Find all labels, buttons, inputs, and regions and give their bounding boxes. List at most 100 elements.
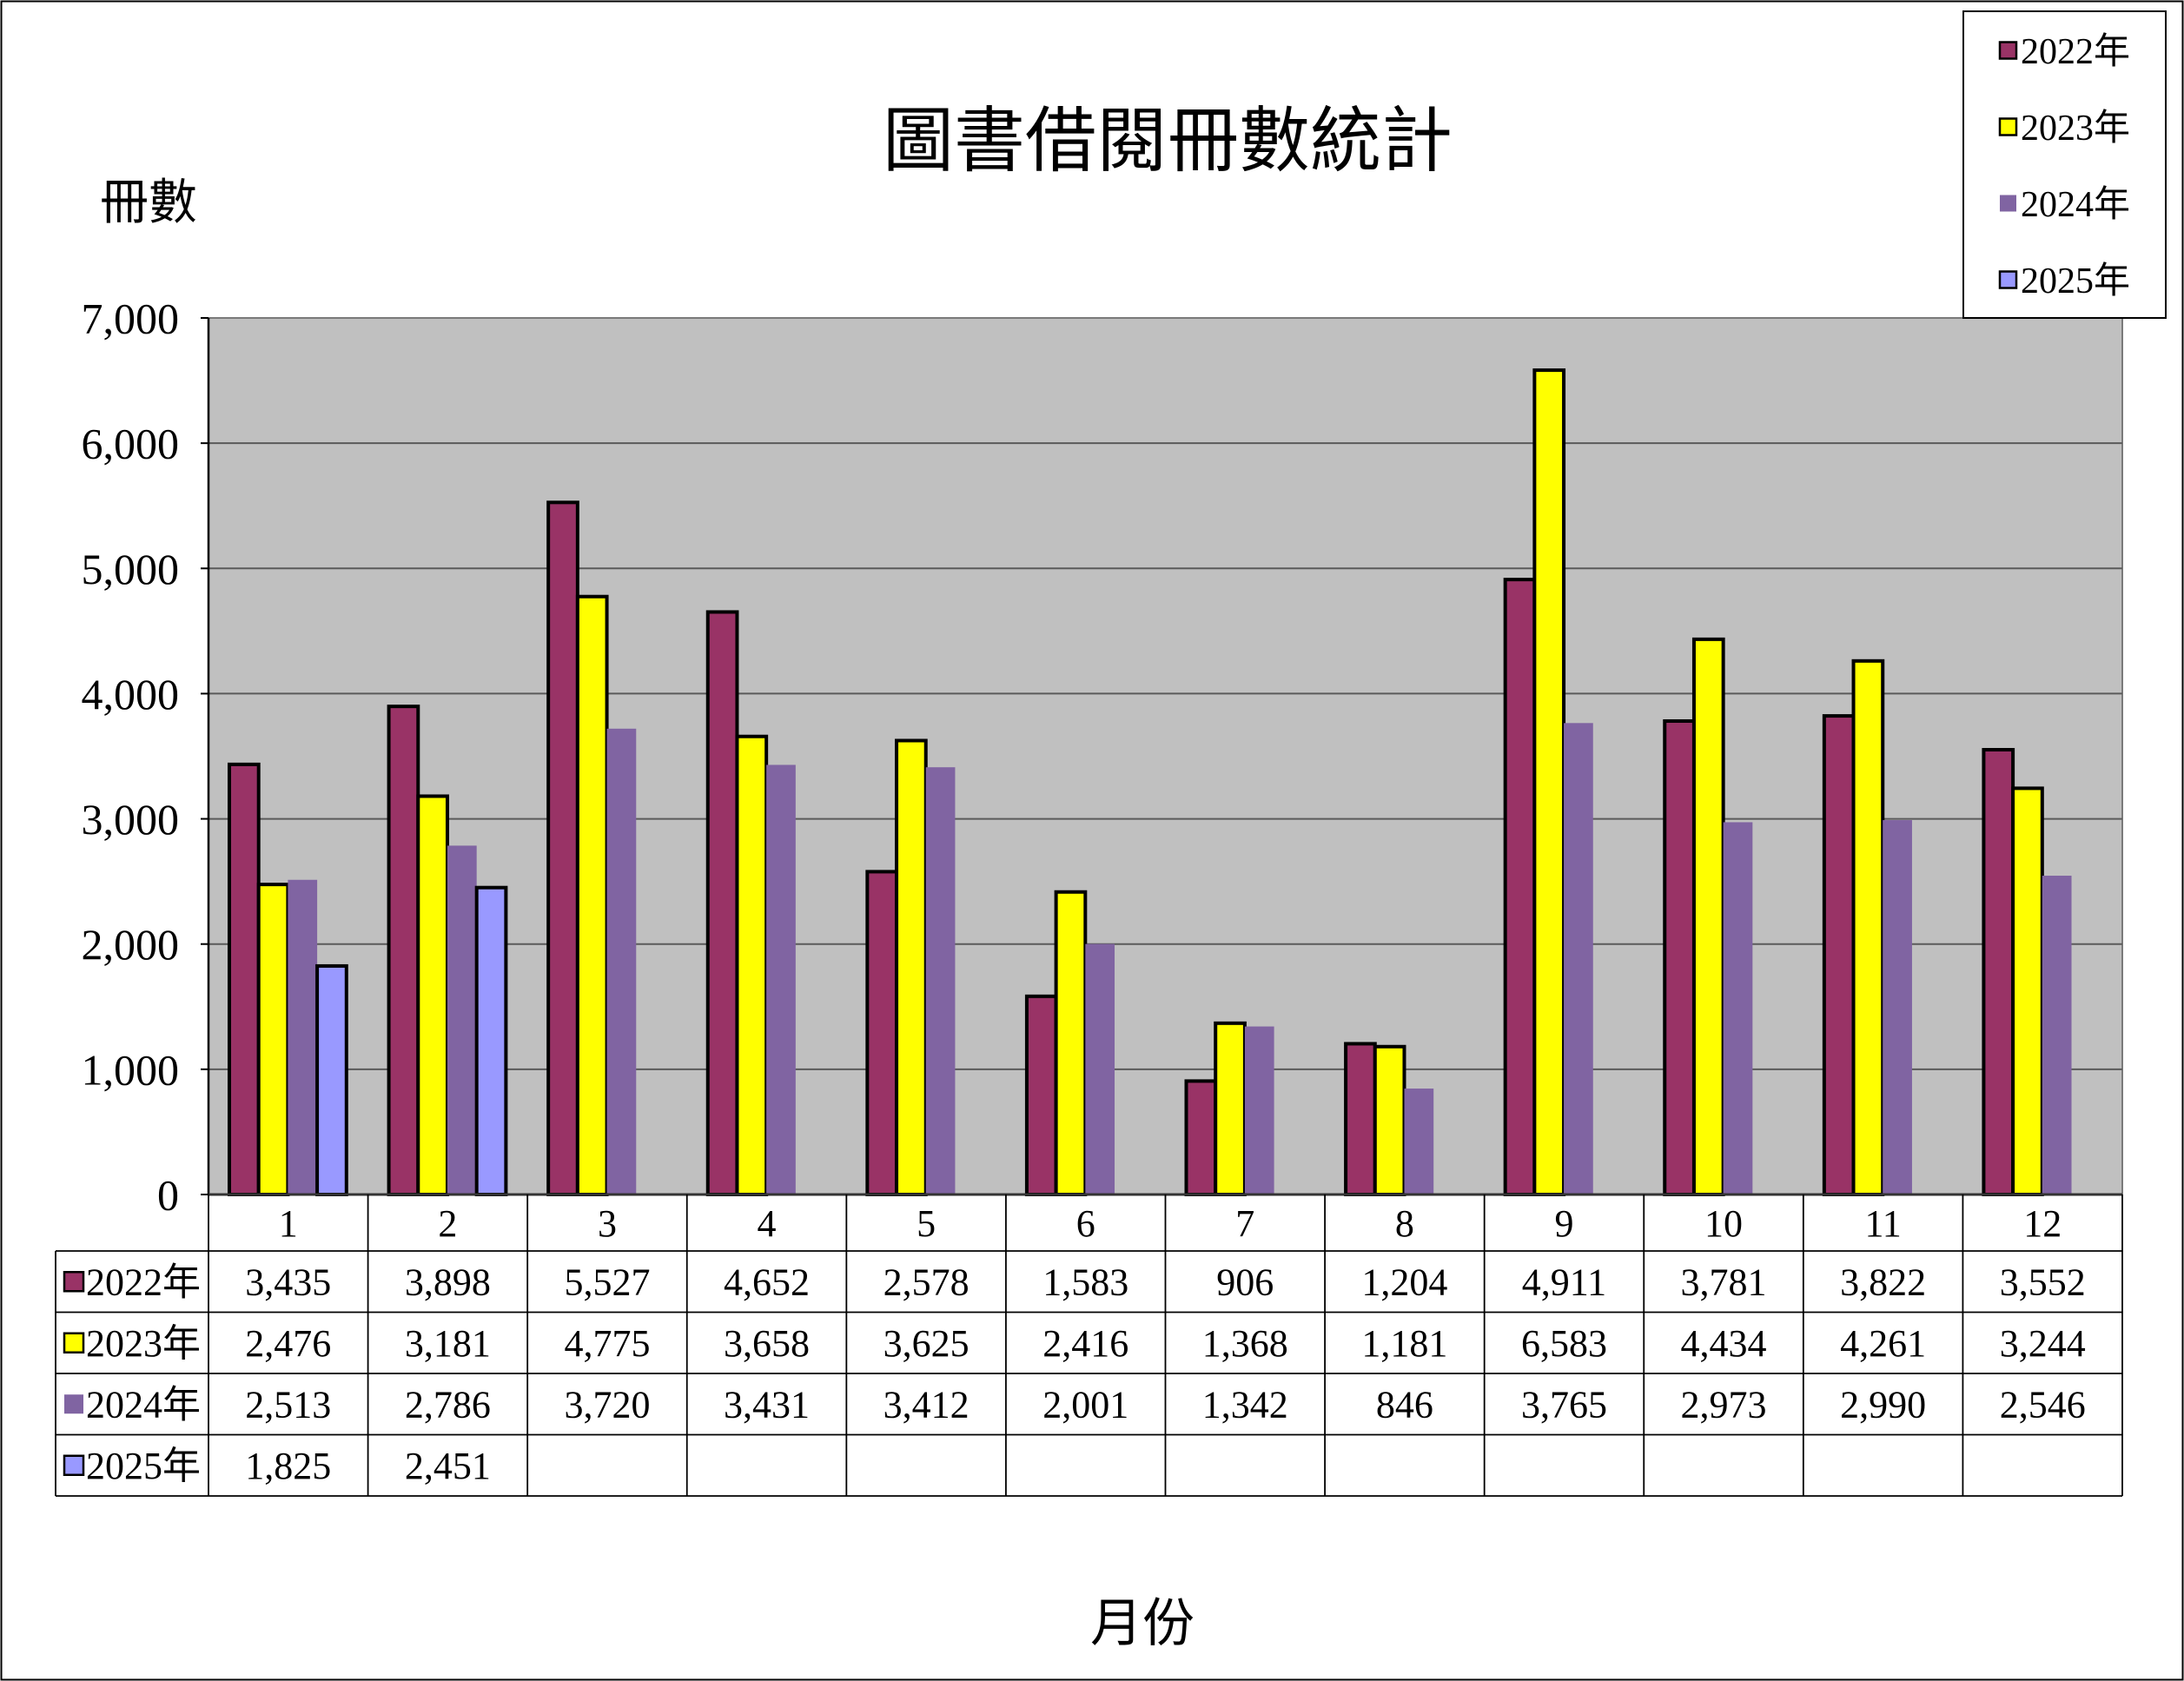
x-tick-label: 8 — [1395, 1202, 1414, 1245]
table-value: 846 — [1376, 1384, 1433, 1426]
y-axis-title: 冊數 — [100, 176, 197, 230]
bar-2023年-8 — [1373, 1044, 1406, 1197]
table-row-label: 2022年 — [86, 1261, 201, 1304]
bar-2023年-9 — [1532, 368, 1566, 1197]
table-value: 4,261 — [1840, 1322, 1926, 1365]
bar-2024年-9 — [1564, 723, 1593, 1195]
table-value: 1,368 — [1202, 1322, 1288, 1365]
bar-2022年-3 — [546, 500, 579, 1196]
bar-2023年-4 — [735, 734, 769, 1196]
legend-label-2024: 2024年 — [2021, 184, 2130, 225]
x-tick-label: 4 — [758, 1202, 777, 1245]
table-value: 3,898 — [405, 1261, 491, 1304]
table-value: 4,434 — [1681, 1322, 1767, 1365]
table-row-marker — [63, 1271, 85, 1293]
legend-label-2023: 2023年 — [2021, 108, 2130, 149]
legend-item-2025: 2025年 — [1998, 261, 2130, 301]
table-value: 3,720 — [564, 1384, 650, 1426]
bar-2022年-1 — [228, 762, 261, 1196]
legend-marker-2023 — [1998, 117, 2018, 136]
table-value: 1,583 — [1042, 1261, 1128, 1304]
bar-2022年-4 — [705, 610, 739, 1196]
bar-2022年-6 — [1024, 994, 1058, 1197]
bar-2022年-8 — [1344, 1042, 1377, 1197]
table-row-marker — [63, 1454, 85, 1476]
bar-2024年-3 — [606, 728, 637, 1195]
legend: 2022年 2023年 2024年 2025年 — [1962, 10, 2167, 319]
table-value: 2,546 — [2000, 1384, 2086, 1426]
table-value: 1,342 — [1202, 1384, 1288, 1426]
table-value: 2,786 — [405, 1384, 491, 1426]
bar-2022年-12 — [1982, 748, 2015, 1196]
legend-item-2023: 2023年 — [1998, 108, 2130, 149]
bar-2024年-8 — [1404, 1089, 1434, 1195]
bar-2023年-3 — [575, 594, 609, 1196]
bar-2024年-11 — [1883, 820, 1912, 1195]
table-value: 3,431 — [724, 1384, 810, 1426]
table-value: 1,181 — [1361, 1322, 1447, 1365]
table-value: 2,578 — [884, 1261, 970, 1304]
legend-marker-2024 — [2000, 195, 2016, 212]
bar-2023年-2 — [416, 794, 449, 1196]
table-row-marker — [64, 1394, 83, 1414]
table-value: 1,204 — [1361, 1261, 1447, 1304]
y-tick-label: 5,000 — [82, 545, 180, 593]
x-tick-label: 7 — [1235, 1202, 1254, 1245]
table-value: 3,765 — [1521, 1384, 1607, 1426]
bar-2023年-6 — [1054, 890, 1088, 1196]
table-row-label: 2024年 — [86, 1384, 201, 1426]
bar-2024年-12 — [2042, 876, 2072, 1195]
bar-2023年-7 — [1214, 1021, 1247, 1197]
legend-label-2022: 2022年 — [2021, 31, 2130, 72]
legend-item-2022: 2022年 — [1998, 31, 2130, 72]
x-tick-label: 10 — [1704, 1202, 1743, 1245]
x-tick-label: 2 — [438, 1202, 457, 1245]
bar-2023年-11 — [1851, 659, 1885, 1196]
legend-box — [1962, 10, 2167, 319]
y-tick-label: 3,000 — [82, 795, 180, 844]
y-tick-label: 6,000 — [82, 420, 180, 468]
bar-2023年-12 — [2011, 786, 2044, 1196]
table-value: 1,825 — [245, 1445, 331, 1487]
y-tick-label: 4,000 — [82, 670, 180, 718]
table-value: 4,775 — [564, 1322, 650, 1365]
table-value: 3,435 — [245, 1261, 331, 1304]
bar-2022年-7 — [1184, 1079, 1218, 1197]
table-value: 3,625 — [884, 1322, 970, 1365]
table-value: 2,451 — [405, 1445, 491, 1487]
table-value: 2,513 — [245, 1384, 331, 1426]
table-row-label: 2025年 — [86, 1445, 201, 1487]
table-value: 4,652 — [724, 1261, 810, 1304]
bar-2022年-9 — [1503, 578, 1537, 1196]
y-tick-label: 1,000 — [82, 1045, 180, 1094]
table-value: 5,527 — [564, 1261, 650, 1304]
table-value: 3,658 — [724, 1322, 810, 1365]
table-value: 3,781 — [1681, 1261, 1767, 1304]
bar-2022年-11 — [1822, 714, 1856, 1196]
table-value: 2,416 — [1042, 1322, 1128, 1365]
x-tick-label: 11 — [1864, 1202, 1901, 1245]
x-tick-label: 5 — [917, 1202, 936, 1245]
bar-2025年-2 — [474, 885, 508, 1196]
bar-2023年-5 — [895, 738, 928, 1196]
legend-marker-2025 — [1998, 270, 2018, 289]
bar-2024年-6 — [1085, 943, 1115, 1195]
table-value: 6,583 — [1521, 1322, 1607, 1365]
table-row-label: 2023年 — [86, 1322, 201, 1365]
table-value: 3,822 — [1840, 1261, 1926, 1304]
table-value: 2,990 — [1840, 1384, 1926, 1426]
bar-2024年-2 — [447, 845, 477, 1195]
bar-2024年-5 — [925, 767, 956, 1195]
legend-label-2025: 2025年 — [2021, 261, 2130, 301]
y-tick-label: 0 — [157, 1171, 179, 1220]
bar-2024年-1 — [288, 879, 318, 1195]
table-value: 3,181 — [405, 1322, 491, 1365]
chart-title: 圖書借閱冊數統計 — [883, 102, 1453, 181]
x-tick-label: 9 — [1554, 1202, 1573, 1245]
bar-2024年-10 — [1723, 822, 1753, 1195]
y-tick-label: 2,000 — [82, 920, 180, 969]
bar-2023年-1 — [256, 883, 290, 1196]
bar-2022年-5 — [865, 870, 899, 1196]
